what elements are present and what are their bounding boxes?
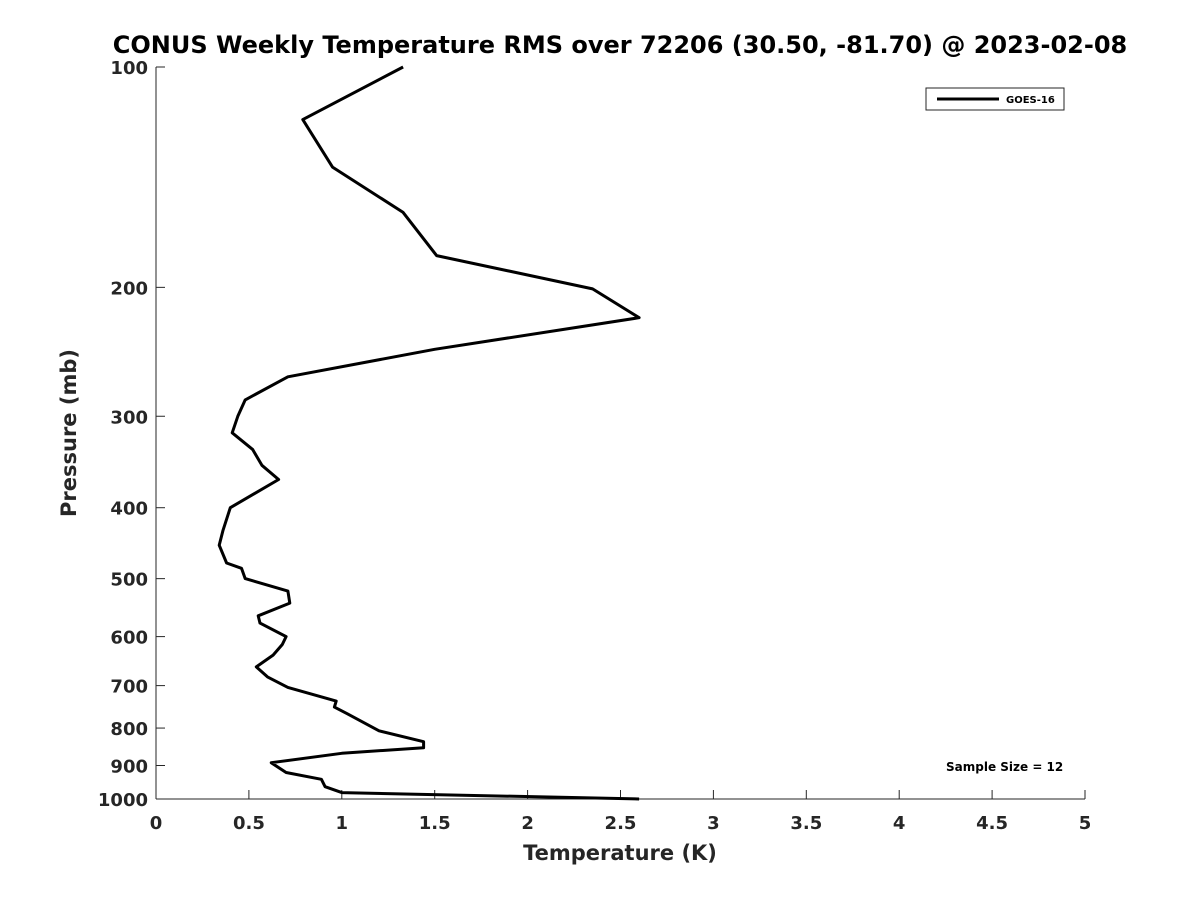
chart-title: CONUS Weekly Temperature RMS over 72206 … xyxy=(113,31,1127,59)
y-tick-label: 900 xyxy=(110,757,148,778)
x-tick-label: 3 xyxy=(707,813,720,834)
series-line-goes-16 xyxy=(217,65,641,801)
legend: GOES-16 xyxy=(925,87,1065,111)
series-layer xyxy=(217,65,641,801)
y-tick-label: 800 xyxy=(110,719,148,740)
y-axis-label: Pressure (mb) xyxy=(57,349,81,517)
x-tick-label: 2.5 xyxy=(605,813,637,834)
y-tick-label: 500 xyxy=(110,570,148,591)
x-tick-label: 3.5 xyxy=(790,813,822,834)
x-tick-label: 4 xyxy=(893,813,906,834)
x-axis-ticks: 0 0.5 1 1.5 2 2.5 3 3.5 4 4.5 5 xyxy=(150,790,1092,834)
y-tick-label: 200 xyxy=(110,278,148,299)
x-tick-label: 4.5 xyxy=(976,813,1008,834)
legend-label-goes-16: GOES-16 xyxy=(1006,95,1055,106)
x-tick-label: 1 xyxy=(336,813,349,834)
x-tick-label: 1.5 xyxy=(419,813,451,834)
y-tick-label: 300 xyxy=(110,407,148,428)
y-tick-label: 400 xyxy=(110,499,148,520)
y-tick-label: 600 xyxy=(110,628,148,649)
x-tick-label: 5 xyxy=(1079,813,1092,834)
y-tick-label: 1000 xyxy=(98,790,148,811)
y-tick-label: 100 xyxy=(110,58,148,79)
y-tick-label: 700 xyxy=(110,677,148,698)
x-tick-label: 2 xyxy=(521,813,534,834)
x-axis-label: Temperature (K) xyxy=(523,841,717,865)
y-axis-ticks: 100 200 300 400 500 600 700 800 900 1000 xyxy=(98,58,165,811)
x-tick-label: 0.5 xyxy=(233,813,265,834)
x-tick-label: 0 xyxy=(150,813,163,834)
plot-area: 0 0.5 1 1.5 2 2.5 3 3.5 4 4.5 5 100 200 300 400 500 600… xyxy=(98,58,1091,834)
sample-size-annotation: Sample Size = 12 xyxy=(946,760,1063,774)
